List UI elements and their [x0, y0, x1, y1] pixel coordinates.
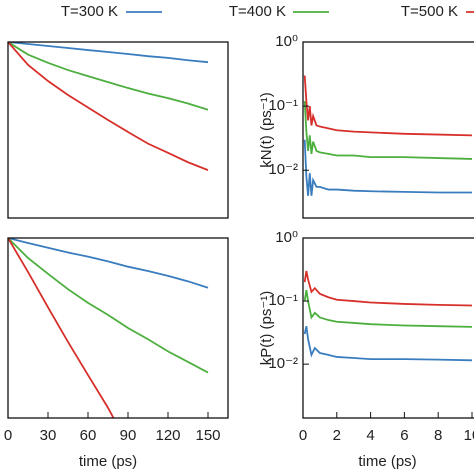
data-line	[303, 325, 473, 362]
data-line	[8, 238, 115, 418]
y-tick-label: 10⁻²	[268, 355, 298, 372]
x-tick-label: 60	[80, 427, 97, 444]
x-tick-label: 8	[434, 427, 442, 444]
x-tick-label: 2	[333, 427, 341, 444]
y-axis-label: kN(t) (ps⁻¹)	[258, 92, 275, 167]
y-tick-label: 10⁻²	[268, 161, 298, 178]
legend-label: T=500 K	[401, 3, 458, 20]
data-line	[303, 101, 473, 160]
plot-frame	[7, 41, 229, 219]
data-line	[303, 75, 473, 137]
y-tick-label: 10⁰	[275, 33, 298, 50]
x-tick-label: 150	[195, 427, 220, 444]
y-tick-label: 10⁰	[275, 229, 298, 246]
data-line	[8, 42, 209, 171]
data-line	[8, 238, 209, 374]
x-axis-label: time (ps)	[79, 453, 137, 470]
data-line	[8, 42, 209, 111]
plot-frame	[302, 41, 474, 219]
x-tick-label: 4	[366, 427, 374, 444]
data-line	[303, 270, 473, 307]
x-tick-label: 120	[155, 427, 180, 444]
x-tick-label: 6	[400, 427, 408, 444]
x-axis-label: time (ps)	[358, 453, 416, 470]
plot-frame	[7, 237, 229, 419]
y-axis-label: kP(t) (ps⁻¹)	[258, 291, 275, 366]
y-tick-label: 10⁻¹	[268, 292, 298, 309]
x-tick-label: 0	[4, 427, 12, 444]
data-line	[303, 289, 473, 328]
data-line	[8, 238, 209, 289]
legend-label: T=400 K	[229, 3, 286, 20]
data-line	[8, 42, 209, 64]
x-tick-label: 90	[120, 427, 137, 444]
y-tick-label: 10⁻¹	[268, 97, 298, 114]
data-line	[303, 139, 472, 196]
legend-label: T=300 K	[61, 3, 118, 20]
x-tick-label: 10	[464, 427, 474, 444]
x-tick-label: 30	[40, 427, 57, 444]
plot-frame	[302, 237, 474, 419]
x-tick-label: 0	[299, 427, 307, 444]
